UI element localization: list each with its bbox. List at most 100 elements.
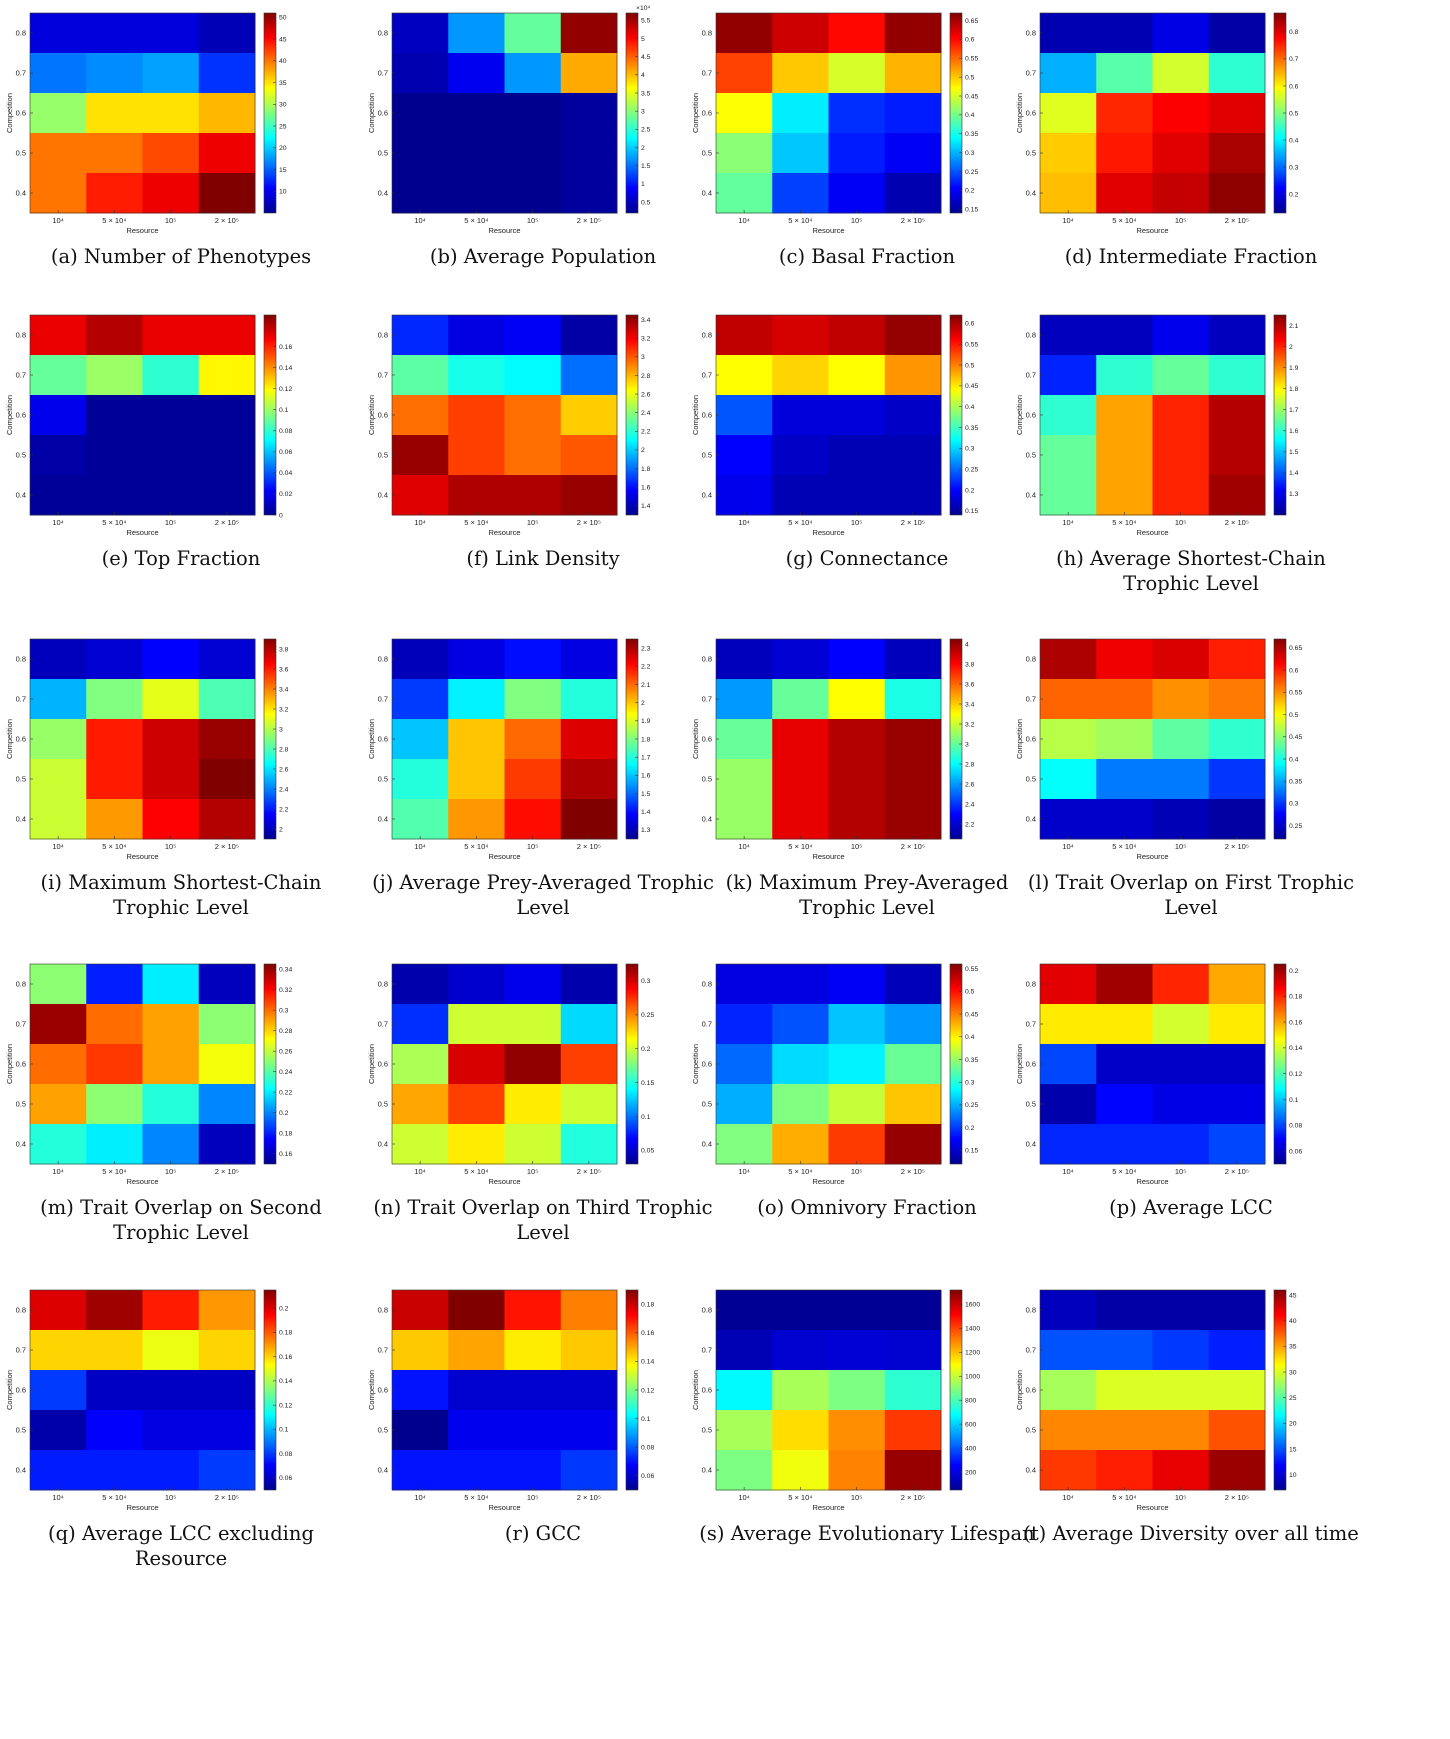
heatmap-cell [30,315,87,356]
colorbar-tick-label: 0.18 [641,1302,654,1309]
y-tick-label: 0.7 [1026,1346,1036,1355]
heatmap-cell [30,1330,87,1371]
heatmap-cell [142,53,200,94]
heatmap-cell [86,355,143,396]
heatmap-cell [716,1290,773,1331]
heatmap-cell [504,964,562,1005]
heatmap-cell [772,1084,829,1125]
colorbar-tick-label: 0.1 [641,1416,651,1423]
colorbar-tick-label: 0.4 [965,112,975,119]
y-tick-label: 0.4 [1026,491,1036,500]
heatmap-cell [1096,1370,1153,1411]
heatmap-cell [1208,799,1266,840]
heatmap-cell [1152,315,1210,356]
heatmap-cell [772,475,829,516]
colorbar-tick-label: 0.08 [641,1444,654,1451]
panel-caption: (n) Trait Overlap on Third Trophic Level [368,1195,718,1245]
colorbar-tick-label: 0 [279,512,283,519]
heatmap-chart: 0.8 0.7 0.6 0.5 0.4 10⁴ 5 × 10⁴ 10⁵ 2 × 10⁵ Resou… [367,1289,654,1512]
heatmap-cell [1208,173,1266,214]
heatmap-cell [1208,964,1266,1005]
colorbar [625,12,639,214]
heatmap-cell [448,1124,505,1165]
y-tick-label: 0.4 [16,1140,26,1149]
y-tick-label: 0.7 [702,695,712,704]
panel-letter: (h) [1056,547,1091,570]
heatmap-cell [142,435,200,476]
colorbar-tick-label: 0.06 [1289,1148,1302,1155]
heatmap-cell [716,173,773,214]
x-tick-label: 5 × 10⁴ [1112,518,1136,527]
y-axis-label: Competition [691,395,700,435]
heatmap-cell [504,1044,562,1085]
colorbar [263,963,277,1165]
y-tick-label: 0.7 [16,1020,26,1029]
colorbar [949,1289,963,1491]
colorbar-tick-label: 0.1 [641,1114,651,1121]
heatmap-cell [828,1044,886,1085]
colorbar-tick-label: 0.65 [1289,645,1302,652]
heatmap-cell [1040,639,1097,680]
heatmap-cell [198,53,256,94]
heatmap-cell [1208,759,1266,800]
heatmap-cell [884,1004,942,1045]
heatmap-cell [504,1370,562,1411]
colorbar-tick-label: 4.5 [641,54,651,61]
x-axis-label: Resource [126,528,158,537]
y-tick-label: 0.4 [378,1140,388,1149]
colorbar-tick-label: 2.5 [641,127,651,134]
colorbar-tick-label: 1.4 [641,503,651,510]
heatmap-cell [828,1004,886,1045]
x-tick-label: 10⁵ [165,216,176,225]
heatmap-cell [1208,1370,1266,1411]
heatmap-cell [198,964,256,1005]
colorbar [1273,1289,1287,1491]
panel-letter: (g) [785,547,820,570]
colorbar-tick-label: 0.16 [279,1354,292,1361]
heatmap-cell [828,1450,886,1491]
heatmap-cell [448,799,505,840]
panel-title: Trait Overlap on Second Trophic Level [80,1196,322,1244]
heatmap-cell [884,1450,942,1491]
panel-title: Basal Fraction [811,245,956,268]
x-axis-label: Resource [488,528,520,537]
heatmap-cell [198,1124,256,1165]
panel-title: Maximum Shortest-Chain Trophic Level [68,871,322,919]
heatmap-cell [142,475,200,516]
colorbar-tick-label: 0.35 [1289,779,1302,786]
y-tick-label: 0.6 [16,411,26,420]
heatmap-cell [1040,799,1097,840]
colorbar-tick-label: 2.8 [279,746,289,753]
x-tick-label: 10⁵ [851,1493,862,1502]
heatmap-cell [560,395,618,436]
colorbar [263,12,277,214]
panel-letter: (d) [1064,245,1099,268]
colorbar-tick-label: 2.2 [279,806,289,813]
heatmap-cell [504,1124,562,1165]
heatmap-cell [448,53,505,94]
y-tick-label: 0.7 [16,1346,26,1355]
heatmap-cell [1208,355,1266,396]
colorbar-tick-label: 0.55 [965,56,978,63]
colorbar-tick-label: 2.4 [965,801,975,808]
colorbar-tick-label: 0.2 [965,487,975,494]
colorbar-tick-label: 0.25 [965,169,978,176]
y-tick-label: 0.7 [702,371,712,380]
x-axis-label: Resource [126,1503,158,1512]
heatmap-cell [1152,1084,1210,1125]
colorbar-tick-label: 0.06 [279,1475,292,1482]
y-axis-label: Competition [1015,1044,1024,1084]
heatmap-panel: 0.8 0.7 0.6 0.5 0.4 10⁴ 5 × 10⁴ 10⁵ 2 × 10⁵ Resou… [1010,0,1372,348]
x-tick-label: 10⁴ [1062,1167,1074,1176]
y-tick-label: 0.8 [378,655,388,664]
colorbar-tick-label: 0.16 [641,1330,654,1337]
colorbar [949,314,963,516]
heatmap-cell [86,679,143,720]
panel-caption: (h) Average Shortest-Chain Trophic Level [1016,546,1366,596]
y-tick-label: 0.8 [378,331,388,340]
x-tick-label: 2 × 10⁵ [215,842,239,851]
y-tick-label: 0.4 [702,491,712,500]
x-tick-label: 5 × 10⁴ [788,1167,812,1176]
panel-title: GCC [535,1522,582,1545]
heatmap-cell [198,1450,256,1491]
